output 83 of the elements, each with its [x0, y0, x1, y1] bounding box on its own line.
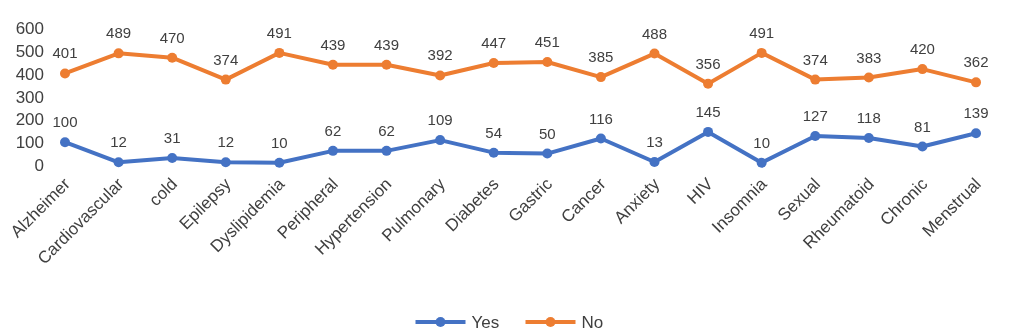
data-label: 31	[163, 128, 181, 146]
data-label: 13	[646, 133, 663, 151]
point	[167, 152, 178, 163]
point	[595, 133, 606, 144]
y-tick-label: 0	[34, 156, 44, 175]
point	[863, 133, 874, 144]
data-label: 356	[695, 54, 721, 72]
data-label: 489	[106, 24, 132, 42]
data-label: 116	[588, 109, 613, 127]
data-label: 62	[378, 121, 395, 139]
point	[595, 72, 606, 83]
data-label: 50	[538, 124, 556, 142]
data-label: 100	[52, 113, 78, 131]
point	[756, 47, 767, 58]
legend-label: No	[581, 313, 604, 332]
point	[220, 157, 231, 168]
x-tick-label: HIV	[683, 173, 718, 208]
x-tick-label: cold	[145, 174, 181, 210]
point	[60, 68, 70, 79]
data-label: 374	[213, 50, 239, 68]
y-tick-label: 400	[15, 64, 44, 84]
data-label: 109	[427, 111, 453, 129]
data-label: 62	[324, 121, 342, 139]
y-tick-label: 300	[15, 87, 44, 107]
point	[488, 57, 499, 68]
data-label: 383	[856, 48, 882, 66]
point	[542, 148, 553, 159]
data-label: 127	[802, 107, 828, 124]
point	[649, 157, 660, 168]
data-label: 12	[217, 133, 235, 151]
data-label: 470	[159, 28, 185, 46]
data-label: 491	[749, 23, 775, 41]
y-tick-label: 500	[15, 41, 44, 61]
point	[327, 145, 338, 156]
data-label: 420	[909, 40, 935, 58]
data-label: 392	[427, 46, 453, 64]
point	[167, 52, 178, 63]
point	[971, 77, 981, 88]
data-label: 439	[374, 35, 400, 53]
point	[810, 131, 821, 141]
data-label: 145	[695, 102, 721, 120]
point	[542, 57, 553, 68]
point	[917, 64, 928, 75]
data-label: 488	[641, 24, 667, 42]
point	[113, 48, 124, 59]
data-label: 12	[110, 133, 127, 151]
data-label: 447	[481, 33, 507, 51]
y-tick-label: 600	[15, 19, 44, 38]
data-label: 491	[266, 23, 292, 41]
point	[435, 70, 446, 81]
point	[649, 48, 660, 59]
point	[810, 74, 821, 85]
point	[113, 157, 124, 168]
data-label: 10	[271, 133, 288, 151]
point	[381, 59, 392, 70]
point	[60, 137, 70, 148]
point	[274, 47, 285, 58]
point	[917, 141, 928, 152]
data-label: 139	[963, 104, 989, 122]
point	[703, 78, 714, 89]
point	[488, 147, 499, 158]
data-label: 385	[588, 48, 614, 66]
data-label: 362	[963, 53, 989, 71]
data-label: 81	[914, 117, 931, 135]
point	[381, 145, 392, 156]
point	[274, 157, 285, 168]
data-label: 118	[856, 109, 881, 127]
data-label: 10	[753, 133, 770, 151]
point	[327, 59, 338, 70]
data-label: 401	[52, 44, 78, 62]
point	[863, 72, 874, 83]
y-tick-label: 200	[15, 110, 44, 130]
y-tick-label: 100	[15, 133, 44, 153]
point	[435, 135, 446, 146]
data-label: 451	[534, 33, 560, 51]
point	[971, 128, 981, 139]
legend-label: Yes	[471, 313, 500, 332]
point	[703, 126, 714, 137]
data-label: 439	[320, 35, 346, 53]
point	[756, 157, 767, 168]
data-label: 374	[802, 50, 828, 68]
point	[220, 74, 231, 85]
data-label: 54	[485, 123, 503, 141]
